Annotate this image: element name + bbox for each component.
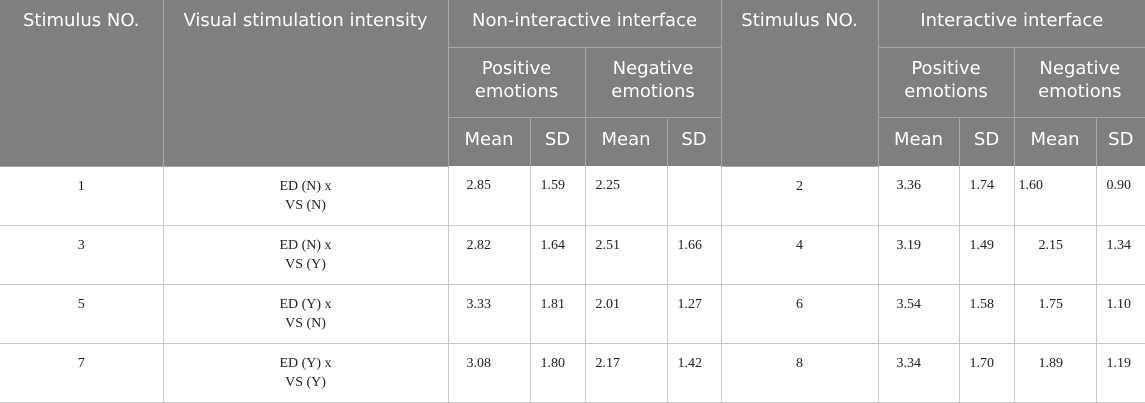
cell-stimulus: 3 — [0, 225, 163, 285]
header-visual-intensity: Visual stimulation intensity — [162, 0, 448, 167]
header-i-pos-sd: SD — [958, 117, 1015, 166]
cell-ni-neg-sd — [666, 166, 722, 226]
cell-i-pos-mean: 3.34 — [877, 343, 960, 403]
cell-ni-pos-mean: 3.33 — [447, 284, 530, 344]
cell-ni-pos-sd: 1.59 — [529, 166, 585, 226]
header-interactive: Interactive interface — [877, 0, 1145, 48]
intensity-line-2: VS (Y) — [285, 256, 326, 272]
cell-intensity: ED (N) x VS (N) — [162, 166, 448, 226]
cell-stimulus: 1 — [0, 166, 163, 226]
cell-ni-neg-mean: 2.01 — [584, 284, 667, 344]
cell-i-pos-sd: 1.49 — [958, 225, 1015, 285]
cell-i-neg-sd: 1.34 — [1095, 225, 1145, 285]
intensity-line-1: ED (N) x — [279, 178, 332, 194]
cell-i-neg-mean: 1.75 — [1013, 284, 1097, 344]
cell-i-pos-mean: 3.19 — [877, 225, 960, 285]
cell-stimulus-2: 6 — [720, 284, 879, 344]
cell-ni-neg-sd: 1.66 — [666, 225, 722, 285]
cell-ni-neg-sd: 1.42 — [666, 343, 722, 403]
cell-ni-pos-mean: 2.85 — [447, 166, 530, 226]
header-ni-positive: Positive emotions — [447, 47, 585, 118]
cell-i-pos-sd: 1.74 — [958, 166, 1015, 226]
cell-ni-pos-sd: 1.64 — [529, 225, 585, 285]
intensity-line-2: VS (Y) — [285, 374, 326, 390]
cell-ni-neg-mean: 2.25 — [584, 166, 667, 226]
cell-intensity: ED (N) x VS (Y) — [162, 225, 448, 285]
table-row: 3 ED (N) x VS (Y) 2.82 1.64 2.51 1.66 4 3… — [0, 225, 1145, 285]
header-ni-negative: Negative emotions — [584, 47, 722, 118]
header-i-neg-sd: SD — [1095, 117, 1145, 166]
cell-i-pos-mean: 3.54 — [877, 284, 960, 344]
cell-stimulus-2: 2 — [720, 166, 879, 226]
header-stimulus-no: Stimulus NO. — [0, 0, 163, 167]
header-ni-pos-sd: SD — [529, 117, 585, 166]
cell-intensity: ED (Y) x VS (N) — [162, 284, 448, 344]
intensity-line-1: ED (Y) x — [279, 355, 332, 371]
cell-ni-pos-sd: 1.81 — [529, 284, 585, 344]
header-stimulus-no-2: Stimulus NO. — [720, 0, 879, 167]
cell-ni-pos-sd: 1.80 — [529, 343, 585, 403]
header-non-interactive: Non-interactive interface — [447, 0, 722, 48]
cell-ni-neg-mean: 2.51 — [584, 225, 667, 285]
cell-i-neg-mean: 1.60 — [1013, 166, 1097, 226]
header-i-positive: Positive emotions — [877, 47, 1015, 118]
header-ni-pos-mean: Mean — [447, 117, 530, 166]
table-row: 5 ED (Y) x VS (N) 3.33 1.81 2.01 1.27 6 3… — [0, 284, 1145, 344]
cell-stimulus: 5 — [0, 284, 163, 344]
cell-stimulus-2: 8 — [720, 343, 879, 403]
table-row: 1 ED (N) x VS (N) 2.85 1.59 2.25 2 3.36 1… — [0, 166, 1145, 226]
cell-i-neg-mean: 2.15 — [1013, 225, 1097, 285]
cell-stimulus-2: 4 — [720, 225, 879, 285]
header-ni-neg-sd: SD — [666, 117, 722, 166]
cell-ni-neg-mean: 2.17 — [584, 343, 667, 403]
cell-i-neg-sd: 1.10 — [1095, 284, 1145, 344]
cell-i-pos-sd: 1.58 — [958, 284, 1015, 344]
header-i-pos-mean: Mean — [877, 117, 960, 166]
cell-i-neg-mean: 1.89 — [1013, 343, 1097, 403]
cell-ni-neg-sd: 1.27 — [666, 284, 722, 344]
cell-i-pos-mean: 3.36 — [877, 166, 960, 226]
cell-i-neg-sd: 1.19 — [1095, 343, 1145, 403]
intensity-line-2: VS (N) — [285, 197, 326, 213]
cell-stimulus: 7 — [0, 343, 163, 403]
header-ni-neg-mean: Mean — [584, 117, 667, 166]
intensity-line-2: VS (N) — [285, 315, 326, 331]
header-i-neg-mean: Mean — [1013, 117, 1097, 166]
table-row: 7 ED (Y) x VS (Y) 3.08 1.80 2.17 1.42 8 3… — [0, 343, 1145, 403]
cell-intensity: ED (Y) x VS (Y) — [162, 343, 448, 403]
cell-i-pos-sd: 1.70 — [958, 343, 1015, 403]
intensity-line-1: ED (N) x — [279, 237, 332, 253]
cell-i-neg-sd: 0.90 — [1095, 166, 1145, 226]
header-i-negative: Negative emotions — [1013, 47, 1145, 118]
cell-ni-pos-mean: 3.08 — [447, 343, 530, 403]
intensity-line-1: ED (Y) x — [279, 296, 332, 312]
cell-ni-pos-mean: 2.82 — [447, 225, 530, 285]
